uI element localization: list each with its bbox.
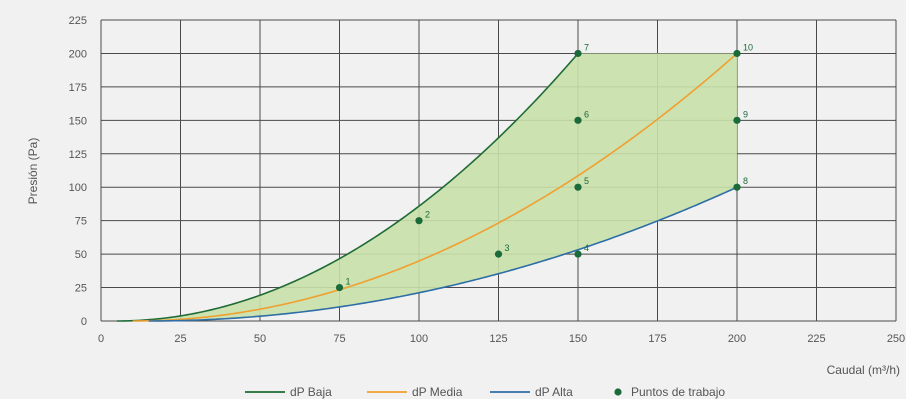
- x-tick-label: 150: [569, 333, 587, 345]
- x-tick-label: 200: [728, 333, 746, 345]
- working-point: [336, 284, 343, 291]
- x-tick-label: 125: [489, 333, 507, 345]
- working-point-label: 6: [584, 109, 589, 119]
- legend: dP Baja dP Media dP Alta Puntos de trabajo: [245, 385, 725, 399]
- working-point: [733, 117, 740, 124]
- x-tick-label: 50: [254, 333, 266, 345]
- working-point-label: 4: [584, 243, 589, 253]
- x-tick-label: 225: [807, 333, 825, 345]
- working-point: [495, 251, 502, 258]
- y-tick-label: 25: [75, 283, 87, 295]
- working-point: [574, 184, 581, 191]
- working-point-label: 10: [743, 42, 753, 52]
- working-point-label: 5: [584, 176, 589, 186]
- x-tick-label: 0: [98, 333, 104, 345]
- legend-label: dP Baja: [290, 385, 332, 399]
- working-point: [574, 117, 581, 124]
- y-tick-label: 225: [69, 15, 87, 27]
- working-point: [415, 217, 422, 224]
- working-point-label: 2: [425, 210, 430, 220]
- y-tick-label: 0: [81, 316, 87, 328]
- working-point: [574, 50, 581, 57]
- y-tick-label: 200: [69, 48, 87, 60]
- legend-swatch-dot: [614, 388, 621, 395]
- x-tick-label: 100: [410, 333, 428, 345]
- legend-label: dP Media: [412, 385, 463, 399]
- x-axis-label: Caudal (m³/h): [827, 363, 900, 377]
- working-point-label: 7: [584, 42, 589, 52]
- y-tick-label: 125: [69, 149, 87, 161]
- working-point-label: 8: [743, 176, 748, 186]
- x-tick-label: 75: [333, 333, 345, 345]
- working-point: [574, 251, 581, 258]
- x-tick-label: 25: [174, 333, 186, 345]
- working-point: [733, 50, 740, 57]
- working-point-label: 1: [346, 277, 351, 287]
- y-tick-label: 150: [69, 115, 87, 127]
- legend-label: dP Alta: [535, 385, 573, 399]
- x-tick-label: 175: [648, 333, 666, 345]
- y-tick-label: 100: [69, 182, 87, 194]
- y-axis-label: Presión (Pa): [26, 138, 40, 205]
- y-tick-label: 75: [75, 216, 87, 228]
- y-tick-label: 175: [69, 82, 87, 94]
- x-tick-label: 250: [887, 333, 905, 345]
- working-point: [733, 184, 740, 191]
- working-point-label: 3: [505, 243, 510, 253]
- y-tick-label: 50: [75, 249, 87, 261]
- working-point-label: 9: [743, 109, 748, 119]
- legend-label: Puntos de trabajo: [631, 385, 725, 399]
